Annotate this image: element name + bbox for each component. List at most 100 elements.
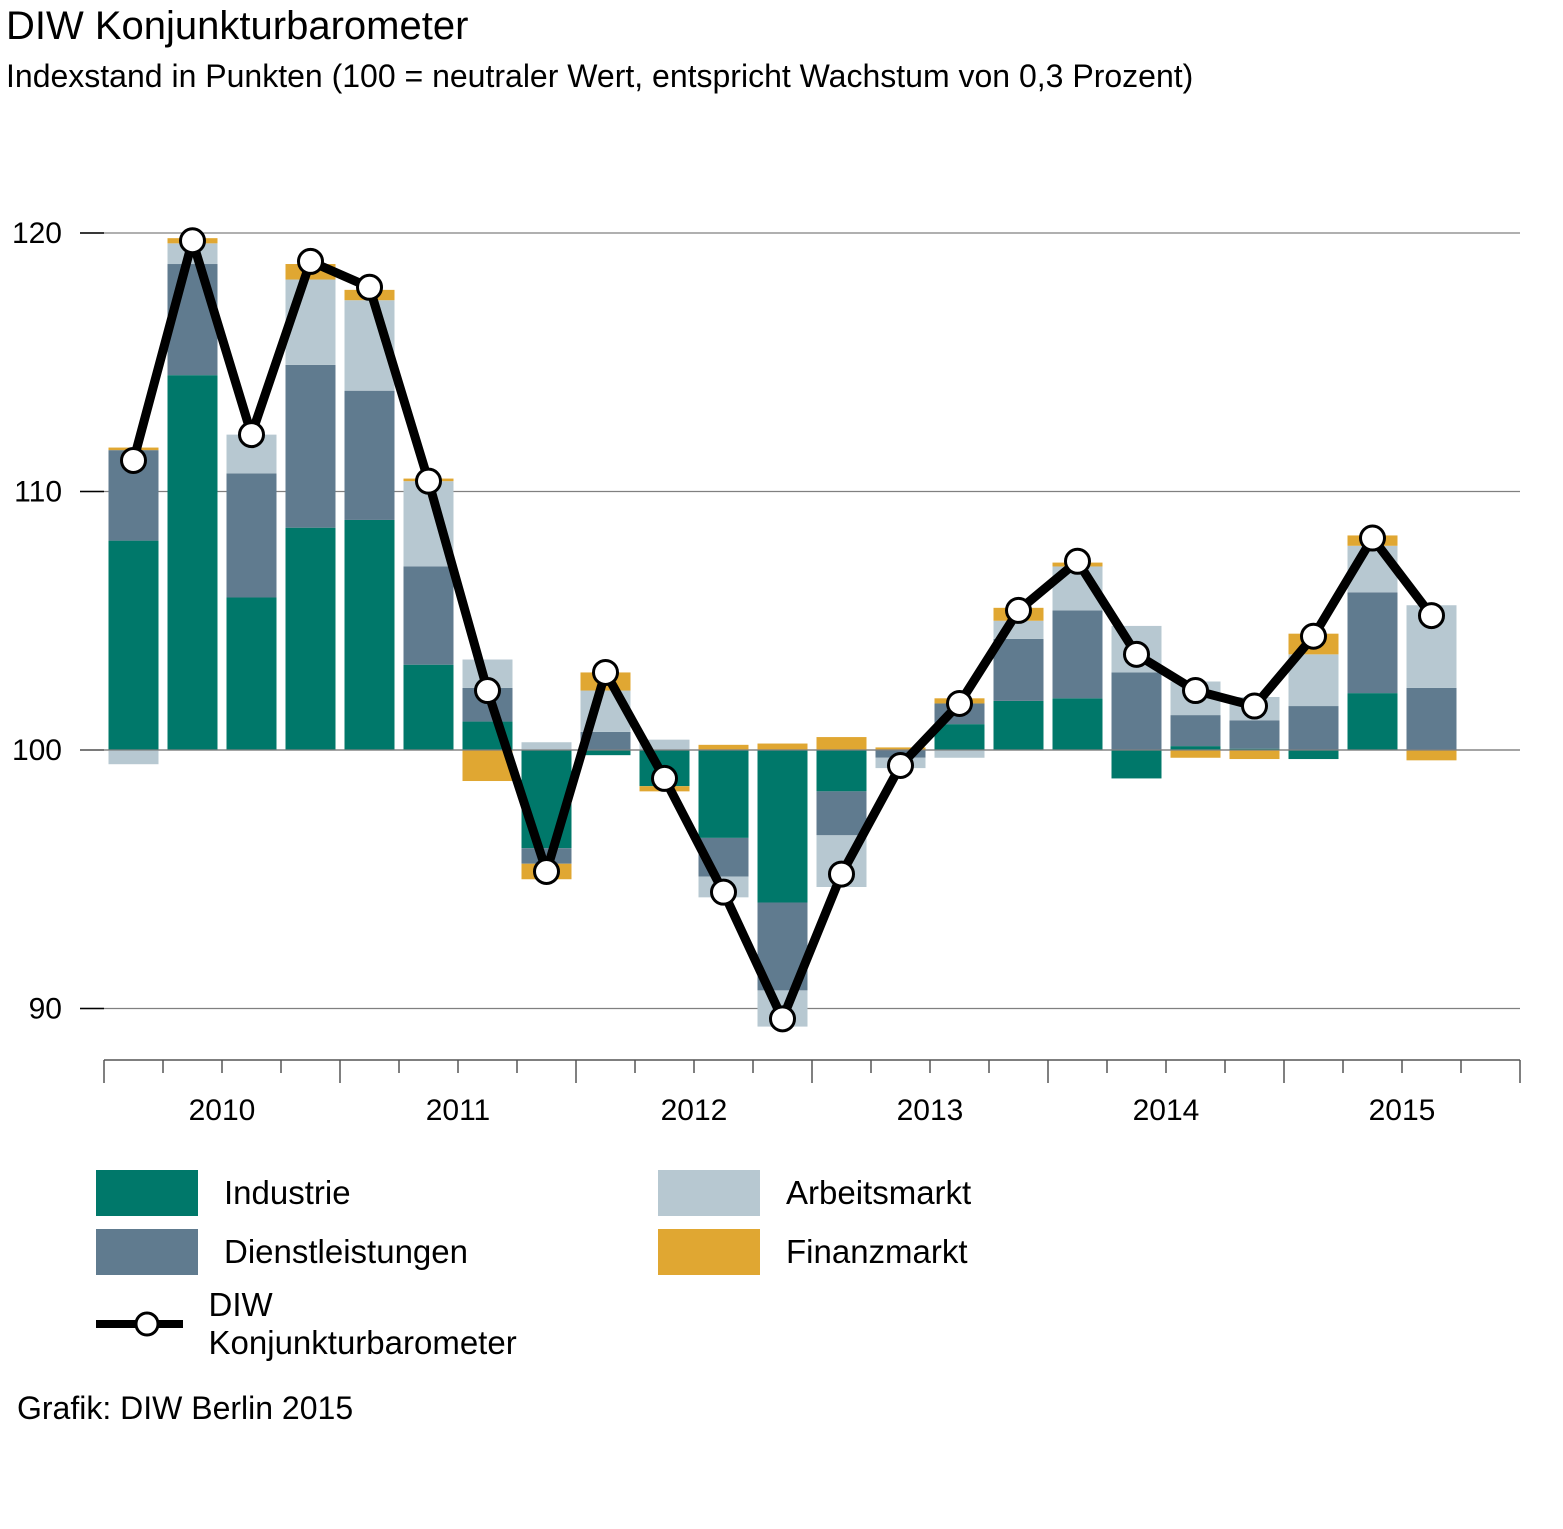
x-tick-label: 2011 — [426, 1094, 491, 1127]
barometer-point — [1300, 622, 1327, 650]
bar-segment-dienstleistungen — [993, 638, 1044, 701]
bar-segment-industrie — [344, 519, 395, 750]
bar-segment-industrie — [934, 724, 985, 750]
legend-item-arbeitsmarkt: Arbeitsmarkt — [658, 1170, 971, 1216]
bar-segment-industrie — [403, 664, 454, 750]
legend-swatch-finanzmarkt — [658, 1229, 760, 1275]
legend-label-dienstleistungen: Dienstleistungen — [224, 1233, 468, 1270]
barometer-point — [946, 689, 973, 717]
y-tick-label: 100 — [12, 734, 62, 767]
bar-segment-dienstleistungen — [580, 731, 631, 750]
bar-segment-industrie — [108, 540, 159, 750]
bar-segment-finanzmarkt — [757, 743, 808, 750]
bar-segment-industrie — [580, 750, 631, 756]
barometer-point — [1064, 547, 1091, 575]
bar-segment-arbeitsmarkt — [1288, 654, 1339, 707]
bar-segment-industrie — [1170, 746, 1221, 750]
barometer-point — [474, 677, 501, 705]
barometer-point — [238, 421, 265, 449]
bar-segment-finanzmarkt — [1406, 750, 1457, 761]
x-tick-label: 2012 — [661, 1094, 728, 1127]
x-axis: 2010 2011 2012 2013 2014 2015 — [103, 1059, 1521, 1127]
legend-label-barometer: DIW Konjunkturbarometer — [208, 1286, 517, 1361]
bar-segment-industrie — [285, 527, 336, 750]
source-note: Grafik: DIW Berlin 2015 — [17, 1390, 354, 1426]
bar-segment-dienstleistungen — [285, 364, 336, 528]
x-tick-label: 2010 — [189, 1094, 256, 1127]
bar-segment-industrie — [993, 700, 1044, 750]
bar-stack — [108, 447, 159, 765]
bar-segment-industrie — [1347, 693, 1398, 750]
barometer-point — [297, 247, 324, 275]
bar-segment-finanzmarkt — [1229, 750, 1280, 760]
legend-item-finanzmarkt: Finanzmarkt — [658, 1229, 968, 1275]
bar-segment-dienstleistungen — [1170, 715, 1221, 747]
legend-label-finanzmarkt: Finanzmarkt — [786, 1233, 968, 1270]
bar-segment-industrie — [1052, 698, 1103, 750]
bar-stack — [403, 478, 454, 750]
bar-segment-dienstleistungen — [1347, 592, 1398, 694]
bar-segment-finanzmarkt — [698, 744, 749, 750]
bar-segment-industrie — [167, 375, 218, 750]
barometer-line-layer — [120, 227, 1445, 1033]
bar-segment-dienstleistungen — [1406, 687, 1457, 750]
barometer-point — [1182, 677, 1209, 705]
bar-segment-dienstleistungen — [403, 566, 454, 665]
legend-item-barometer: DIW Konjunkturbarometer — [96, 1286, 532, 1362]
legend-swatch-dienstleistungen — [96, 1229, 198, 1275]
bar-stack — [226, 434, 277, 750]
bar-segment-finanzmarkt — [875, 747, 926, 750]
legend-item-dienstleistungen: Dienstleistungen — [96, 1229, 468, 1275]
bar-segment-industrie — [1288, 750, 1339, 760]
barometer-point — [533, 857, 560, 885]
bar-segment-dienstleistungen — [226, 473, 277, 598]
y-tick-label: 90 — [29, 993, 62, 1026]
bar-segment-dienstleistungen — [1052, 610, 1103, 699]
x-tick-label: 2014 — [1133, 1094, 1200, 1127]
barometer-point — [887, 752, 914, 780]
bar-segment-arbeitsmarkt — [934, 750, 985, 758]
barometer-point — [769, 1005, 796, 1033]
bar-segment-industrie — [757, 750, 808, 903]
bar-segment-arbeitsmarkt — [639, 739, 690, 750]
barometer-point — [415, 467, 442, 495]
bar-segment-industrie — [1111, 750, 1162, 779]
x-tick-label: 2013 — [897, 1094, 964, 1127]
barometer-point — [828, 860, 855, 888]
legend-label-industrie: Industrie — [224, 1174, 351, 1211]
barometer-point — [120, 446, 147, 474]
chart-subtitle: Indexstand in Punkten (100 = neutraler W… — [6, 58, 1194, 94]
bar-stack — [993, 607, 1044, 750]
bar-segment-finanzmarkt — [816, 737, 867, 750]
barometer-point — [179, 227, 206, 255]
bar-segment-industrie — [226, 597, 277, 750]
legend-label-arbeitsmarkt: Arbeitsmarkt — [786, 1174, 972, 1211]
y-tick-label: 110 — [14, 476, 62, 509]
legend-item-industrie: Industrie — [96, 1170, 351, 1216]
barometer-point — [1005, 596, 1032, 624]
barometer-point — [356, 273, 383, 301]
bar-stack — [285, 264, 336, 750]
bar-segment-arbeitsmarkt — [108, 750, 159, 765]
barometer-point — [710, 878, 737, 906]
barometer-point — [1241, 692, 1268, 720]
bar-segment-arbeitsmarkt — [521, 742, 572, 750]
bar-segment-dienstleistungen — [816, 791, 867, 836]
x-tick-label: 2015 — [1369, 1094, 1436, 1127]
bar-segment-finanzmarkt — [1170, 750, 1221, 758]
bar-segment-dienstleistungen — [344, 390, 395, 520]
barometer-point — [1359, 524, 1386, 552]
chart-svg: 90 100 110 120 2010 2011 2012 2013 2014 2015 — [12, 217, 1521, 1127]
bar-segment-industrie — [698, 750, 749, 838]
bar-segment-dienstleistungen — [1111, 672, 1162, 750]
legend-line-marker-icon — [96, 1311, 183, 1337]
bar-segment-dienstleistungen — [1288, 706, 1339, 750]
legend-swatch-arbeitsmarkt — [658, 1170, 760, 1216]
bar-stack — [698, 744, 749, 898]
barometer-point — [592, 658, 619, 686]
bar-segment-dienstleistungen — [1229, 720, 1280, 749]
barometer-point — [651, 764, 678, 792]
legend-swatch-industrie — [96, 1170, 198, 1216]
bar-segment-industrie — [816, 750, 867, 792]
y-tick-label: 120 — [12, 217, 62, 250]
